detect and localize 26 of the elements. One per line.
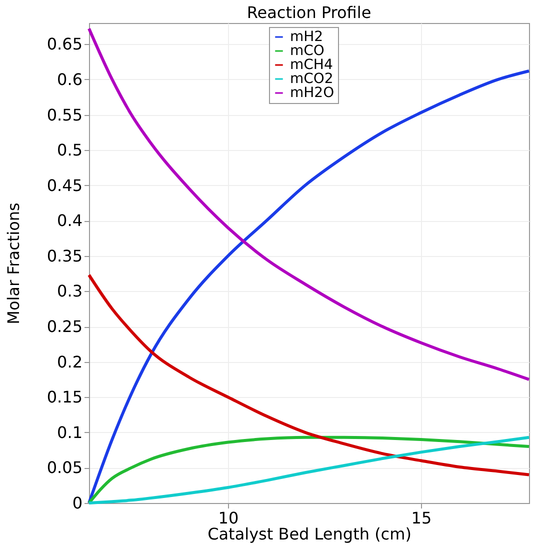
y-tick-label: 0 <box>72 494 82 512</box>
line-series <box>88 274 530 476</box>
x-axis-title: Catalyst Bed Length (cm) <box>208 524 412 544</box>
y-tick-label: 0.1 <box>57 422 82 442</box>
y-tick-label: 0.45 <box>46 176 82 195</box>
legend-label: mCO2 <box>290 71 334 87</box>
y-tick-label: 0.4 <box>57 211 82 230</box>
line-series <box>88 27 530 381</box>
y-tick-label: 0.3 <box>57 282 82 301</box>
x-tick-label: 10 <box>218 508 239 528</box>
y-tick-label: 0.2 <box>57 352 82 372</box>
legend-label: mCH4 <box>290 57 333 73</box>
y-tick-label: 0.6 <box>57 70 82 89</box>
chart-title: Reaction Profile <box>246 3 372 22</box>
legend-label: mCO <box>290 43 324 59</box>
y-tick-label: 0.15 <box>46 388 82 407</box>
x-tick-label: 15 <box>411 508 432 528</box>
y-tick-label: 0.05 <box>46 458 82 478</box>
legend-label: mH2O <box>290 85 334 101</box>
y-tick-label: 0.25 <box>46 317 82 336</box>
y-tick-label: 0.55 <box>46 105 82 124</box>
y-tick-label: 0.65 <box>46 34 82 54</box>
y-tick-label: 0.35 <box>46 246 82 266</box>
y-tick-label: 0.5 <box>57 140 82 160</box>
y-axis-title: Molar Fractions <box>4 202 23 324</box>
legend-label: mH2 <box>290 29 324 45</box>
